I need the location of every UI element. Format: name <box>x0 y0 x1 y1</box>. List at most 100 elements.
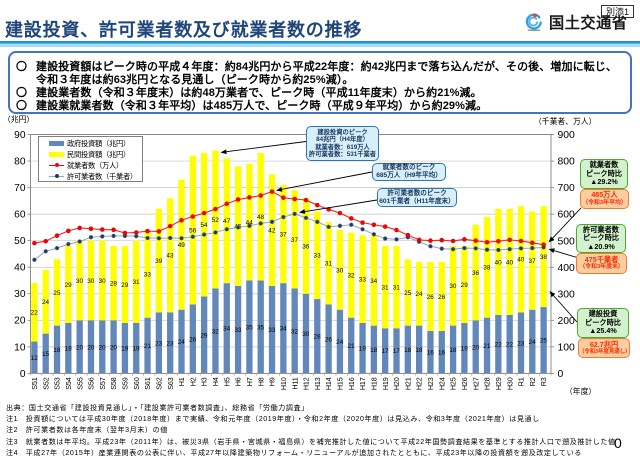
svg-text:31: 31 <box>381 285 389 292</box>
svg-text:29: 29 <box>121 282 129 289</box>
svg-text:30: 30 <box>14 289 26 300</box>
summary-bullet-line: 〇建設投資額はピーク時の平成４年度：約84兆円から平成22年度：約42兆円まで落… <box>16 60 617 73</box>
svg-text:H6: H6 <box>234 377 243 386</box>
svg-text:H10: H10 <box>279 377 288 390</box>
svg-text:H29: H29 <box>494 377 503 390</box>
svg-text:21: 21 <box>483 343 491 350</box>
svg-text:H19: H19 <box>381 377 390 390</box>
svg-text:16: 16 <box>427 350 435 357</box>
svg-text:36: 36 <box>302 243 310 250</box>
svg-text:H7: H7 <box>245 377 254 386</box>
svg-text:56: 56 <box>189 227 197 234</box>
svg-text:20: 20 <box>76 344 84 351</box>
svg-text:R2: R2 <box>528 377 537 386</box>
svg-text:H22: H22 <box>415 377 424 390</box>
svg-text:40: 40 <box>495 259 503 266</box>
page-title: 建設投資、許可業者数及び就業者数の推移 <box>5 20 363 40</box>
svg-text:17: 17 <box>393 348 401 355</box>
svg-text:S62: S62 <box>154 377 163 389</box>
svg-text:20: 20 <box>99 344 107 351</box>
licensed-line-swatch-icon <box>49 171 64 182</box>
svg-text:40: 40 <box>14 263 26 274</box>
svg-text:36: 36 <box>472 270 480 277</box>
svg-text:H28: H28 <box>483 377 492 390</box>
svg-text:（兆円）: （兆円） <box>3 114 34 124</box>
legend-item-workers: 就業者数（万人） <box>49 160 123 171</box>
svg-text:H25: H25 <box>449 377 458 390</box>
svg-text:34: 34 <box>223 326 231 333</box>
svg-text:70: 70 <box>14 183 26 194</box>
callout-peak-investment: 建設投資のピーク 84兆円（H4年度） 就業者数：619万人 許可業者数：531… <box>306 126 379 161</box>
callout-workers-vs-peak: 就業者数 ピーク時比 ▲29.2% <box>580 159 628 189</box>
svg-text:32: 32 <box>291 328 299 335</box>
svg-text:500: 500 <box>558 236 576 247</box>
svg-text:H9: H9 <box>268 377 277 386</box>
legend-item-gov: 政府投資額（兆円） <box>49 138 130 149</box>
callout-line: ▲29.2% <box>590 177 618 187</box>
svg-text:30: 30 <box>302 331 310 338</box>
svg-text:10: 10 <box>14 342 26 353</box>
svg-text:33: 33 <box>268 327 276 334</box>
callout-arrows <box>220 141 582 323</box>
svg-text:24: 24 <box>336 339 344 346</box>
svg-text:16: 16 <box>438 350 446 357</box>
svg-text:18: 18 <box>415 347 423 354</box>
svg-text:400: 400 <box>558 263 576 274</box>
callout-line: 84兆円（H4年度） <box>316 136 369 144</box>
svg-text:900: 900 <box>558 130 576 141</box>
svg-text:28: 28 <box>110 281 118 288</box>
svg-text:12: 12 <box>31 355 39 362</box>
callout-line: 485万人 <box>591 190 618 200</box>
svg-text:S54: S54 <box>64 377 73 389</box>
svg-text:H13: H13 <box>313 377 322 390</box>
svg-text:40: 40 <box>506 259 514 266</box>
svg-text:50: 50 <box>14 236 26 247</box>
svg-text:S56: S56 <box>87 377 96 389</box>
footnote-1: 注1 投資額については平成30年度（2018年度）まで実績、令和元年度（2019… <box>6 415 540 424</box>
svg-text:31: 31 <box>325 261 333 268</box>
svg-text:33: 33 <box>359 277 367 284</box>
svg-text:H8: H8 <box>256 377 265 386</box>
organization-name: 国土交通省 <box>549 15 628 32</box>
callout-line: ピーク時比 <box>585 317 621 327</box>
private-bar-swatch-icon <box>49 149 64 160</box>
svg-text:49: 49 <box>178 242 186 249</box>
svg-text:R3: R3 <box>539 377 548 386</box>
svg-text:0: 0 <box>558 369 564 380</box>
investment-bars <box>31 150 547 374</box>
svg-text:19: 19 <box>461 346 469 353</box>
legend-label-workers: 就業者数（万人） <box>67 160 123 170</box>
svg-text:47: 47 <box>223 218 231 225</box>
svg-text:18: 18 <box>370 347 378 354</box>
callout-line: 685万人（H9年平均） <box>376 172 442 179</box>
callout-line: ピーク時比 <box>583 233 619 243</box>
svg-text:22: 22 <box>506 342 514 349</box>
svg-text:37: 37 <box>280 231 288 238</box>
attachment-tag: 別添1 <box>600 5 634 19</box>
svg-text:31: 31 <box>132 279 140 286</box>
svg-text:60: 60 <box>14 210 26 221</box>
callout-line: 許可業者数のピーク <box>387 189 447 197</box>
svg-text:28: 28 <box>314 334 322 341</box>
svg-text:0: 0 <box>20 369 26 380</box>
chart: 0102030405060708090010020030040050060070… <box>3 114 596 396</box>
legend-item-licensed: 許可業者数（千業者） <box>49 171 137 182</box>
summary-bullet-line: 〇建設業者数（令和３年度末）は約48万業者で、ピーク時（平成11年度末）から約2… <box>16 86 482 99</box>
svg-text:H15: H15 <box>336 377 345 390</box>
svg-text:21: 21 <box>347 343 355 350</box>
svg-text:30: 30 <box>87 278 95 285</box>
svg-text:26: 26 <box>438 294 446 301</box>
callout-licensed-current: 475千業者 （令和3年度末） <box>576 253 627 274</box>
svg-text:19: 19 <box>132 346 140 353</box>
svg-text:34: 34 <box>370 278 378 285</box>
svg-text:R1: R1 <box>517 377 526 386</box>
callout-licensed-vs-peak: 許可業者数 ピーク時比 ▲20.9% <box>576 224 626 253</box>
svg-text:25: 25 <box>404 290 412 297</box>
svg-text:23: 23 <box>517 340 525 347</box>
svg-text:18: 18 <box>53 347 61 354</box>
footnote-2: 注2 許可業者数は各年度末（翌年3月末）の値 <box>6 426 168 435</box>
svg-text:37: 37 <box>291 237 299 244</box>
title-underline <box>0 41 640 47</box>
svg-text:32: 32 <box>347 273 355 280</box>
svg-text:H21: H21 <box>403 377 412 390</box>
